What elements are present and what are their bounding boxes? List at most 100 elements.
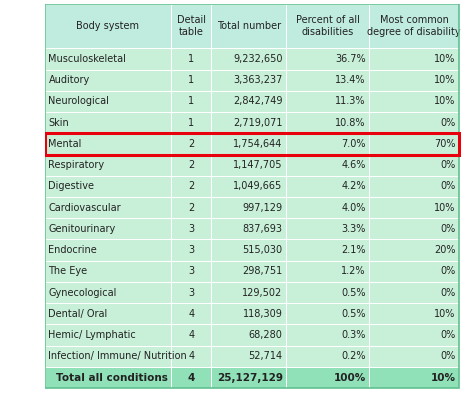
Text: 2: 2 bbox=[188, 181, 194, 191]
Bar bbox=[369, 91, 459, 112]
Bar bbox=[171, 240, 211, 261]
Bar bbox=[369, 133, 459, 154]
Text: 0%: 0% bbox=[440, 266, 456, 276]
Bar bbox=[286, 176, 369, 197]
Bar bbox=[211, 303, 286, 324]
Bar bbox=[211, 133, 286, 154]
Bar bbox=[286, 261, 369, 282]
Bar bbox=[211, 240, 286, 261]
Text: Respiratory: Respiratory bbox=[48, 160, 105, 170]
Text: 2: 2 bbox=[188, 160, 194, 170]
Text: 2,842,749: 2,842,749 bbox=[233, 97, 283, 106]
Bar bbox=[369, 303, 459, 324]
Bar bbox=[171, 70, 211, 91]
Bar bbox=[45, 133, 459, 154]
Text: Infection/ Immune/ Nutrition: Infection/ Immune/ Nutrition bbox=[48, 351, 187, 361]
Text: 10%: 10% bbox=[434, 97, 456, 106]
Text: 10%: 10% bbox=[434, 309, 456, 319]
Text: 0%: 0% bbox=[440, 160, 456, 170]
Text: 1,049,665: 1,049,665 bbox=[233, 181, 283, 191]
Text: 20%: 20% bbox=[434, 245, 456, 255]
Bar bbox=[211, 324, 286, 346]
Bar bbox=[45, 261, 171, 282]
Bar bbox=[171, 4, 211, 48]
Bar bbox=[211, 367, 286, 388]
Bar bbox=[211, 282, 286, 303]
Text: Gynecological: Gynecological bbox=[48, 288, 117, 297]
Bar bbox=[171, 112, 211, 133]
Bar bbox=[45, 70, 171, 91]
Text: 1: 1 bbox=[188, 75, 194, 85]
Text: 3.3%: 3.3% bbox=[341, 224, 366, 234]
Text: 3: 3 bbox=[188, 224, 194, 234]
Bar bbox=[286, 91, 369, 112]
Text: 0%: 0% bbox=[440, 288, 456, 297]
Text: 0.3%: 0.3% bbox=[341, 330, 366, 340]
Text: 2: 2 bbox=[188, 203, 194, 213]
Bar bbox=[171, 367, 211, 388]
Bar bbox=[211, 261, 286, 282]
Bar bbox=[211, 218, 286, 240]
Text: Total all conditions: Total all conditions bbox=[55, 372, 167, 383]
Text: 9,232,650: 9,232,650 bbox=[233, 54, 283, 64]
Text: 3: 3 bbox=[188, 288, 194, 297]
Bar bbox=[369, 218, 459, 240]
Bar bbox=[45, 346, 171, 367]
Text: 0%: 0% bbox=[440, 351, 456, 361]
Bar bbox=[369, 70, 459, 91]
Bar bbox=[369, 282, 459, 303]
Bar bbox=[369, 154, 459, 176]
Text: Hemic/ Lymphatic: Hemic/ Lymphatic bbox=[48, 330, 136, 340]
Bar bbox=[171, 324, 211, 346]
Text: 3,363,237: 3,363,237 bbox=[233, 75, 283, 85]
Text: 4: 4 bbox=[188, 330, 194, 340]
Bar bbox=[211, 197, 286, 218]
Bar bbox=[171, 218, 211, 240]
Text: 298,751: 298,751 bbox=[242, 266, 283, 276]
Bar bbox=[369, 176, 459, 197]
Text: 1: 1 bbox=[188, 118, 194, 128]
Text: 3: 3 bbox=[188, 245, 194, 255]
Text: 10%: 10% bbox=[434, 203, 456, 213]
Bar bbox=[211, 112, 286, 133]
Bar bbox=[369, 346, 459, 367]
Bar bbox=[286, 346, 369, 367]
Text: 2: 2 bbox=[188, 139, 194, 149]
Text: 515,030: 515,030 bbox=[243, 245, 283, 255]
Text: Skin: Skin bbox=[48, 118, 69, 128]
Text: Percent of all
disabilities: Percent of all disabilities bbox=[296, 15, 360, 37]
Bar bbox=[45, 218, 171, 240]
Bar bbox=[171, 48, 211, 70]
Bar bbox=[211, 4, 286, 48]
Bar bbox=[45, 112, 171, 133]
Bar bbox=[211, 48, 286, 70]
Bar bbox=[286, 218, 369, 240]
Bar bbox=[286, 133, 369, 154]
Bar bbox=[286, 240, 369, 261]
Bar bbox=[369, 367, 459, 388]
Text: 10%: 10% bbox=[434, 75, 456, 85]
Text: 4: 4 bbox=[187, 372, 195, 383]
Bar bbox=[45, 176, 171, 197]
Text: 4: 4 bbox=[188, 309, 194, 319]
Text: 997,129: 997,129 bbox=[243, 203, 283, 213]
Bar bbox=[211, 91, 286, 112]
Bar bbox=[45, 91, 171, 112]
Bar bbox=[45, 4, 171, 48]
Bar bbox=[286, 70, 369, 91]
Bar bbox=[211, 154, 286, 176]
Text: 68,280: 68,280 bbox=[249, 330, 283, 340]
Text: 25,127,129: 25,127,129 bbox=[217, 372, 283, 383]
Bar bbox=[369, 324, 459, 346]
Bar bbox=[171, 303, 211, 324]
Text: Mental: Mental bbox=[48, 139, 82, 149]
Bar bbox=[369, 48, 459, 70]
Bar bbox=[286, 303, 369, 324]
Text: 100%: 100% bbox=[334, 372, 366, 383]
Text: 0.2%: 0.2% bbox=[341, 351, 366, 361]
Text: Detail
table: Detail table bbox=[177, 15, 206, 37]
Bar bbox=[286, 154, 369, 176]
Text: 4.6%: 4.6% bbox=[341, 160, 366, 170]
Text: 837,693: 837,693 bbox=[243, 224, 283, 234]
Text: 13.4%: 13.4% bbox=[335, 75, 366, 85]
